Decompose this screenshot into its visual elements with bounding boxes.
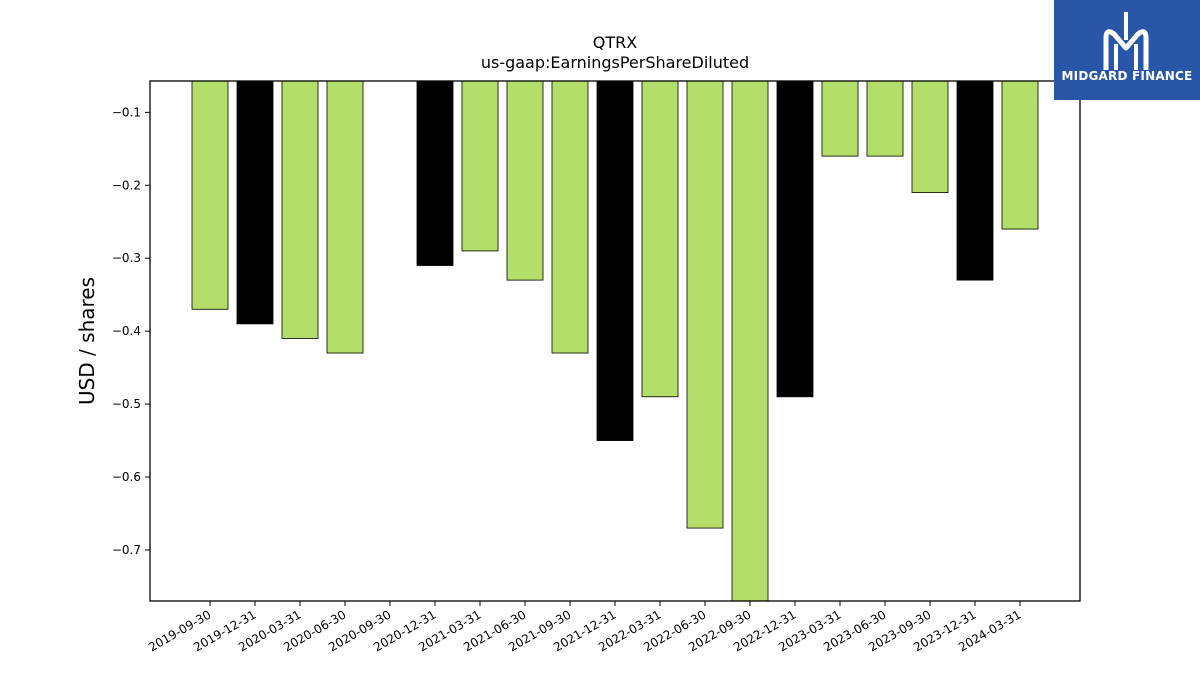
bar-2023-06-30 xyxy=(866,80,904,157)
bar-2021-06-30 xyxy=(506,80,544,281)
plot-frame xyxy=(149,80,1081,602)
bar-2023-03-31 xyxy=(821,80,859,157)
bar-2023-12-31 xyxy=(956,80,994,281)
midgard-finance-logo: MIDGARD FINANCE xyxy=(1054,0,1200,100)
bar-2022-03-31 xyxy=(641,80,679,398)
bar-2021-03-31 xyxy=(461,80,499,252)
x-axis-ticks: 2019-09-302019-12-312020-03-312020-06-30… xyxy=(146,601,1024,654)
y-tick-label: −0.4 xyxy=(112,324,141,338)
y-tick-label: −0.2 xyxy=(112,178,141,192)
y-tick-label: −0.6 xyxy=(112,470,141,484)
logo-text: MIDGARD FINANCE xyxy=(1061,69,1193,83)
bar-group xyxy=(191,80,1039,602)
bar-2022-06-30 xyxy=(686,80,724,529)
y-tick-label: −0.3 xyxy=(112,251,141,265)
bar-2019-12-31 xyxy=(236,80,274,325)
bar-2022-12-31 xyxy=(776,80,814,398)
bar-2021-09-30 xyxy=(551,80,589,354)
bar-2019-09-30 xyxy=(191,80,229,310)
bar-2024-03-31 xyxy=(1001,80,1039,230)
bar-2020-06-30 xyxy=(326,80,364,354)
bar-2020-12-31 xyxy=(416,80,454,266)
bar-2023-09-30 xyxy=(911,80,949,193)
y-tick-label: −0.5 xyxy=(112,397,141,411)
y-axis-label: USD / shares xyxy=(75,277,99,405)
chart-title: QTRX xyxy=(593,33,637,52)
midgard-m-logo-icon xyxy=(1103,12,1149,70)
bar-2020-03-31 xyxy=(281,80,319,339)
bar-2021-12-31 xyxy=(596,80,634,441)
y-tick-label: −0.7 xyxy=(112,543,141,557)
bar-2022-09-30 xyxy=(731,80,769,602)
chart-subtitle: us-gaap:EarningsPerShareDiluted xyxy=(481,53,749,72)
y-tick-label: −0.1 xyxy=(112,105,141,119)
y-axis-ticks: −0.1 −0.2 −0.3 −0.4 −0.5 −0.6 −0.7 xyxy=(112,105,150,557)
